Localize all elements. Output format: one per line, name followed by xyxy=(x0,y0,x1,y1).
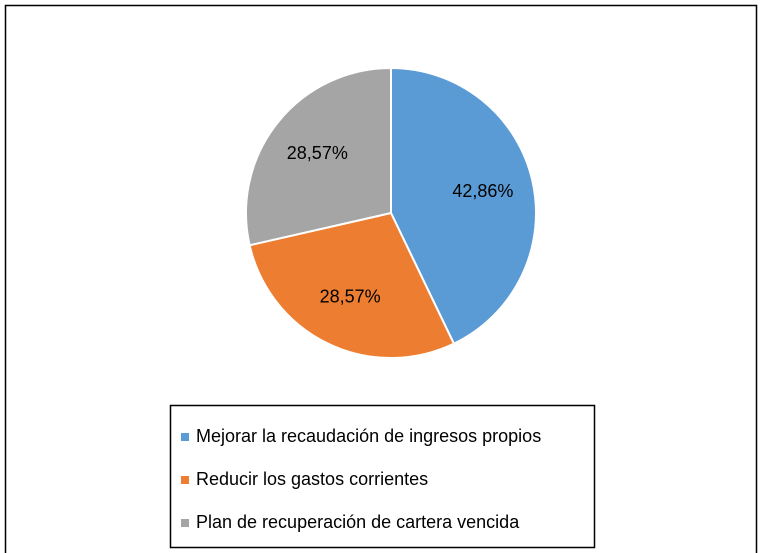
data-label: 42,86% xyxy=(452,181,513,201)
pie-slice xyxy=(390,66,537,345)
legend-label: Reducir los gastos corrientes xyxy=(196,469,428,489)
pie-slice xyxy=(245,66,392,247)
legend-swatch xyxy=(181,433,189,441)
data-label: 28,57% xyxy=(320,287,381,307)
legend-swatch xyxy=(181,519,189,527)
legend-swatch xyxy=(181,476,189,484)
data-label: 28,57% xyxy=(287,143,348,163)
legend-box xyxy=(169,404,596,549)
legend-label: Mejorar la recaudación de ingresos propi… xyxy=(196,426,541,446)
legend-label: Plan de recuperación de cartera vencida xyxy=(196,512,520,532)
pie-slice xyxy=(248,211,456,359)
